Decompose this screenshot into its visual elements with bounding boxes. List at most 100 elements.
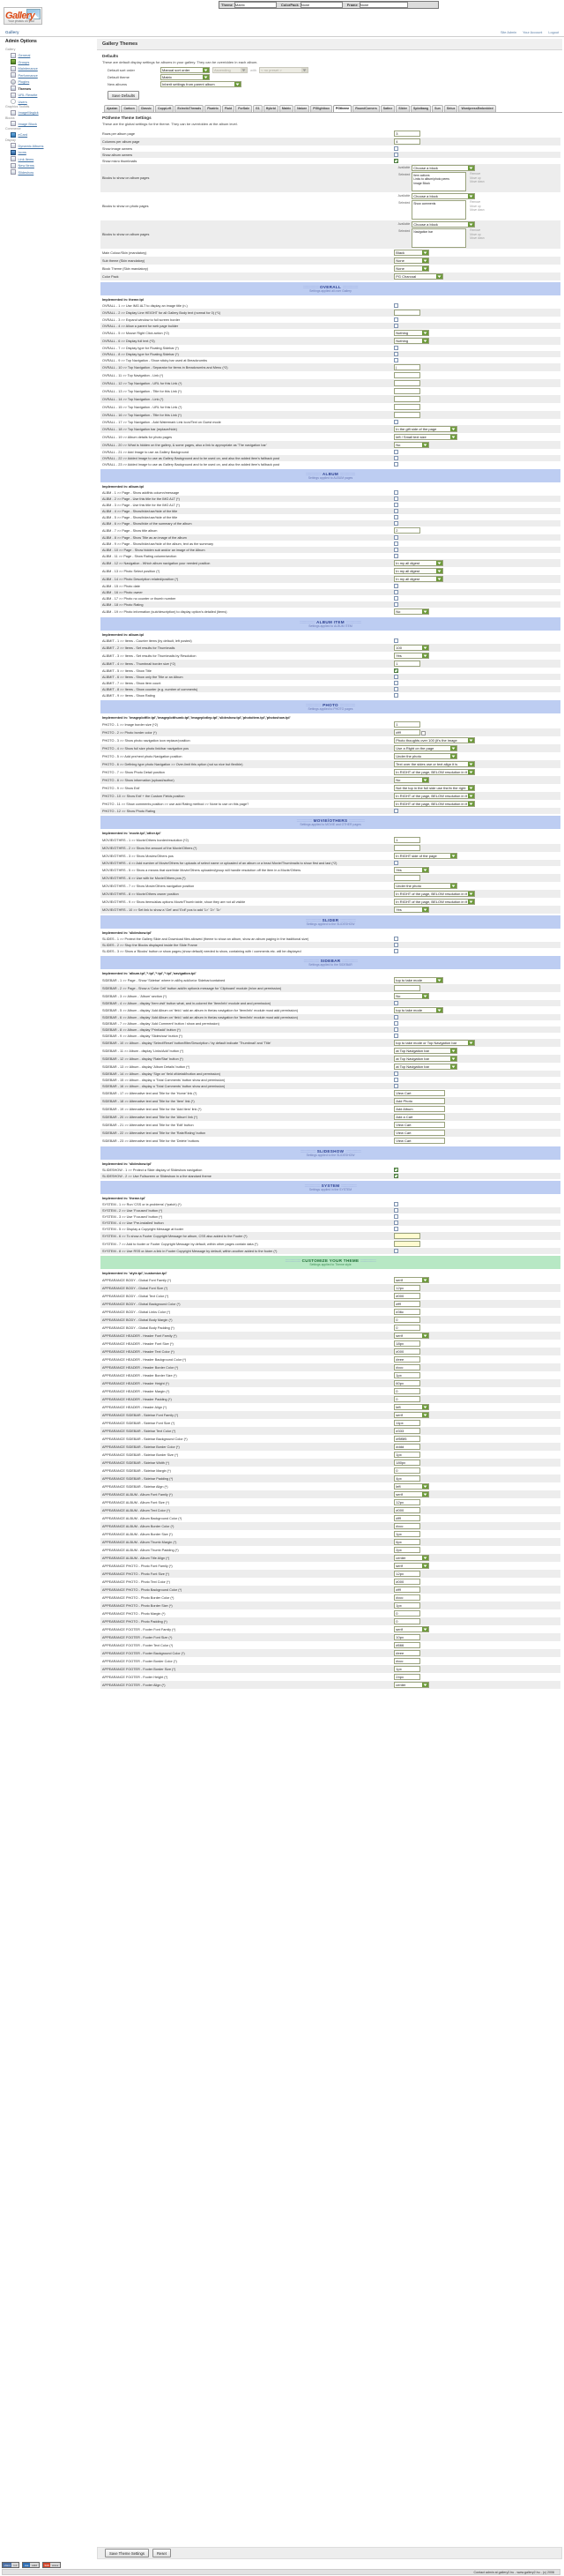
setting-checkbox[interactable] xyxy=(394,1202,399,1206)
setting-select[interactable]: In RIGHT of the page, BELOW resolution i… xyxy=(394,793,476,799)
setting-checkbox[interactable] xyxy=(394,693,399,698)
setting-text-input[interactable] xyxy=(394,1106,446,1112)
setting-select[interactable]: Yes xyxy=(394,907,430,913)
setting-select[interactable]: center xyxy=(394,1555,430,1561)
setting-checkbox[interactable] xyxy=(394,937,399,941)
setting-select[interactable]: None xyxy=(394,265,430,272)
tab-forsale[interactable]: ForSale xyxy=(235,104,253,112)
setting-select[interactable]: at Top Navigation bar xyxy=(394,1056,458,1062)
setting-text-input[interactable] xyxy=(394,527,421,534)
setting-checkbox[interactable] xyxy=(394,602,399,607)
setting-select[interactable]: In RIGHT of the page, BELOW resolution i… xyxy=(394,891,476,897)
setting-select[interactable]: In the gift side of the page xyxy=(394,426,458,432)
setting-select[interactable]: In my all digest xyxy=(394,576,444,582)
setting-text-input[interactable] xyxy=(394,1348,421,1355)
setting-text-input[interactable] xyxy=(394,875,421,881)
sidebar-item-imagemagick[interactable]: ImageMagick xyxy=(11,109,93,116)
setting-text-input[interactable] xyxy=(394,1594,421,1601)
setting-text-input[interactable] xyxy=(394,1285,421,1291)
setting-text-input[interactable] xyxy=(394,364,421,370)
setting-text-input[interactable] xyxy=(394,1452,421,1458)
setting-text-input[interactable] xyxy=(394,1372,421,1378)
setting-checkbox[interactable] xyxy=(394,1078,399,1082)
setting-select[interactable]: In RIGHT of the page, BELOW resolution i… xyxy=(394,801,476,807)
setting-checkbox[interactable] xyxy=(394,515,399,519)
setting-select[interactable]: 100 xyxy=(394,645,430,651)
setting-select[interactable]: In RIGHT of the page, BELOW resolution i… xyxy=(394,769,476,775)
available-block-select[interactable]: Choose a block xyxy=(412,165,476,171)
setting-checkbox[interactable] xyxy=(394,1001,399,1005)
setting-checkbox[interactable] xyxy=(394,317,399,322)
setting-select[interactable]: Yes xyxy=(394,653,430,659)
setting-select[interactable]: Nothing xyxy=(394,338,430,344)
sidebar-item-icons[interactable]: Icons xyxy=(11,149,93,155)
setting-text-input[interactable] xyxy=(394,388,421,394)
setting-checkbox[interactable] xyxy=(394,687,399,691)
sort-direction-select[interactable]: Ascending xyxy=(212,67,248,73)
setting-checkbox[interactable] xyxy=(394,675,399,679)
setting-text-input[interactable] xyxy=(394,1650,421,1656)
setting-checkbox[interactable] xyxy=(394,638,399,643)
tab-matrix[interactable]: Matrix xyxy=(278,104,294,112)
setting-select[interactable]: left xyxy=(394,1404,430,1410)
sidebar-item-url-rewrite[interactable]: URL Rewrite xyxy=(11,92,93,98)
setting-text-input[interactable] xyxy=(394,1293,421,1299)
setting-text-input[interactable] xyxy=(394,1436,421,1442)
sidebar-item-new-items[interactable]: New Items xyxy=(11,162,93,168)
nav-link-1[interactable]: Your Account xyxy=(523,31,543,34)
setting-text-input[interactable] xyxy=(394,1396,421,1402)
list-item[interactable]: Image Block xyxy=(413,181,430,185)
block-remove-button[interactable]: Remove xyxy=(470,200,481,204)
setting-select[interactable]: None xyxy=(394,258,430,264)
setting-checkbox[interactable] xyxy=(394,1208,399,1213)
setting-checkbox[interactable] xyxy=(394,490,399,495)
setting-text-input[interactable] xyxy=(394,1666,421,1672)
setting-text-input[interactable] xyxy=(394,1475,421,1482)
setting-text-input[interactable] xyxy=(394,1618,421,1624)
available-block-select[interactable]: Choose a block xyxy=(412,193,476,199)
setting-select[interactable]: top to take mode or Top Navigation bar xyxy=(394,1040,476,1046)
gallery-logo[interactable]: Gallery Your photos on your website xyxy=(4,7,42,25)
setting-checkbox[interactable] xyxy=(394,1249,399,1253)
sidebar-item-users[interactable]: Users xyxy=(11,99,93,105)
tab-wordpressembedded[interactable]: WordpressEmbedded xyxy=(458,104,496,112)
block-remove-button[interactable]: Remove xyxy=(470,228,481,232)
setting-text-input[interactable] xyxy=(394,131,421,137)
selected-blocks-list[interactable]: Navigation bar xyxy=(412,228,467,248)
sidebar-item-link-items[interactable]: Link Items xyxy=(11,156,93,162)
sidebar-item-groups[interactable]: Groups xyxy=(11,59,93,65)
setting-text-input[interactable] xyxy=(394,1138,446,1144)
setting-checkbox[interactable] xyxy=(394,153,399,157)
setting-select[interactable]: serif xyxy=(394,1277,430,1283)
setting-checkbox[interactable] xyxy=(394,1174,399,1178)
setting-text-input[interactable] xyxy=(394,1340,421,1347)
frame-select[interactable]: None xyxy=(359,2,408,8)
sort-preset-select[interactable]: < no preset > xyxy=(259,67,309,73)
breadcrumb[interactable]: Gallery xyxy=(5,30,19,34)
sidebar-item-slideshow[interactable]: Slideshow xyxy=(11,169,93,175)
setting-checkbox[interactable] xyxy=(394,1227,399,1231)
nav-link-2[interactable]: Logout xyxy=(548,31,559,34)
setting-checkbox[interactable] xyxy=(394,1021,399,1026)
setting-checkbox[interactable] xyxy=(394,450,399,454)
tab-pgtheme[interactable]: PGtheme xyxy=(332,104,352,112)
block-move-up-button[interactable]: Move up xyxy=(470,232,481,236)
setting-checkbox[interactable] xyxy=(394,1027,399,1032)
setting-checkbox[interactable] xyxy=(394,861,399,865)
setting-text-input[interactable] xyxy=(394,1122,446,1128)
sidebar-item-maintenance[interactable]: Maintenance xyxy=(11,65,93,71)
setting-checkbox[interactable] xyxy=(394,303,399,308)
setting-checkbox[interactable] xyxy=(394,668,399,673)
default-sort-order-select[interactable]: Manual sort order xyxy=(160,67,210,73)
setting-checkbox[interactable] xyxy=(394,943,399,947)
save-defaults-button[interactable]: Save Defaults xyxy=(108,91,140,100)
setting-text-input[interactable] xyxy=(394,1674,421,1680)
setting-text-input[interactable] xyxy=(394,1301,421,1307)
setting-text-input[interactable] xyxy=(394,1130,446,1136)
setting-text-input[interactable] xyxy=(394,1499,421,1505)
setting-text-input[interactable] xyxy=(394,1460,421,1466)
save-theme-settings-button[interactable]: Save Theme Settings xyxy=(105,2549,149,2557)
validation-badge-xhtml[interactable]: xhtml 1.0 xyxy=(2,2562,20,2568)
setting-text-input[interactable] xyxy=(394,1602,421,1609)
setting-text-input[interactable] xyxy=(394,1309,421,1315)
